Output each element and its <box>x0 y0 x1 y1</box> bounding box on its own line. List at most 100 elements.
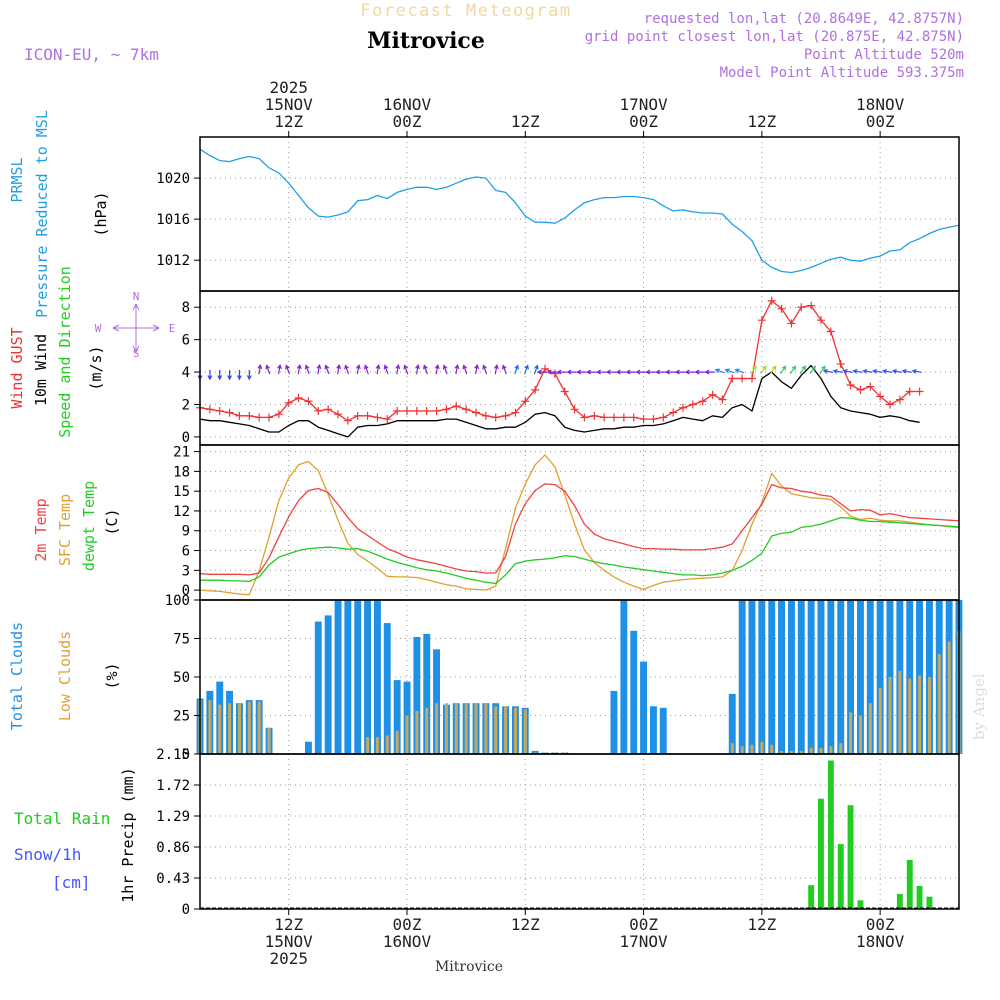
total-cloud-bar <box>728 693 736 754</box>
low-cloud-bar <box>523 709 527 754</box>
wind-gust-marker <box>688 400 697 409</box>
wind-gust-marker <box>748 374 756 383</box>
total-cloud-bar <box>620 600 628 754</box>
top-time-label: 12Z <box>747 112 776 131</box>
cloud-tick-label: 100 <box>165 593 190 609</box>
wind-direction-arrow <box>474 363 480 375</box>
total-cloud-bar <box>748 600 756 754</box>
wind-gust-marker <box>866 382 875 391</box>
total-cloud-bar <box>324 615 332 754</box>
compass-rose-icon <box>112 303 160 353</box>
rain-bar <box>857 900 864 909</box>
low-cloud-bar <box>918 675 922 754</box>
wind-gust-marker <box>343 416 352 425</box>
low-cloud-bar <box>385 735 389 754</box>
low-cloud-bar <box>849 712 853 754</box>
wind-gust-marker <box>817 316 825 325</box>
wind-gust-marker <box>412 406 421 415</box>
wind-gust-marker <box>846 381 855 390</box>
wind-direction-arrow <box>415 363 420 375</box>
sfc-temp-label: SFC Temp <box>56 494 74 566</box>
total-cloud-bar <box>768 600 776 754</box>
wind-direction-arrow <box>704 369 715 375</box>
total-cloud-bar <box>866 600 874 754</box>
total-cloud-bar <box>827 600 835 754</box>
compass-s: S <box>133 347 140 360</box>
total-cloud-bar <box>738 600 746 754</box>
pressure-label: PRMSL <box>8 157 26 202</box>
gust-label: Wind GUST <box>8 327 26 408</box>
pressure-desc-label: Pressure Reduced to MSL <box>33 110 51 318</box>
wind-gust-marker <box>807 301 816 310</box>
wind-direction-arrow <box>871 369 883 374</box>
wind-direction-arrow <box>809 365 816 375</box>
wind-direction-arrow <box>734 368 745 374</box>
total-cloud-bar <box>837 600 845 754</box>
temp-tick-label: 6 <box>182 544 190 560</box>
wind-direction-arrow <box>257 363 263 375</box>
dewpt-line <box>200 516 960 585</box>
wind-direction-arrow <box>383 364 389 375</box>
total-cloud-bar <box>788 600 795 754</box>
rain-bar <box>906 860 913 909</box>
low-cloud-bar <box>238 703 241 754</box>
wind-direction-arrow <box>482 364 488 375</box>
wind-gust-marker <box>649 415 658 424</box>
wind-direction-arrow <box>674 369 686 375</box>
wind-direction-arrow <box>881 369 893 374</box>
low-cloud-bar <box>947 641 951 754</box>
model-name: ICON-EU, ~ 7km <box>24 45 159 64</box>
low-cloud-bar <box>770 744 774 754</box>
wind-direction-arrow <box>514 364 519 375</box>
rain-bar <box>847 805 854 909</box>
bottom-time-label: 15NOV <box>265 932 314 951</box>
low-cloud-bar <box>425 707 429 754</box>
wind-gust-marker <box>777 304 786 313</box>
total-cloud-bar <box>433 649 440 754</box>
wind-gust-marker <box>915 387 924 396</box>
clouds-unit: (%) <box>103 662 121 689</box>
low-cloud-bar <box>514 707 517 754</box>
wind-direction-arrow <box>207 370 213 381</box>
wind-gust-marker <box>531 385 540 394</box>
wind-gust-marker <box>895 395 904 404</box>
wind-gust-marker <box>905 387 914 396</box>
wind-tick-label: 4 <box>182 365 190 381</box>
low-cloud-bar <box>454 703 458 754</box>
low-cloud-bar <box>395 730 399 754</box>
temp-tick-label: 0 <box>182 583 190 599</box>
total-cloud-bar <box>305 741 312 754</box>
wind-gust-marker <box>600 413 609 422</box>
wind-direction-arrow <box>227 370 233 381</box>
wind-direction-arrow <box>217 370 223 381</box>
wind-direction-arrow <box>442 364 448 375</box>
rain-label: Total Rain <box>14 809 110 828</box>
wind-direction-arrow <box>770 365 777 375</box>
precip-tick-label: 1.72 <box>156 778 190 794</box>
wind-direction-arrow <box>434 363 440 375</box>
wind-gust-marker <box>225 408 234 417</box>
wind-gust-marker <box>698 397 707 406</box>
snow-label: Snow/1h <box>14 845 81 864</box>
total-cloud-bar <box>364 600 371 754</box>
cloud-tick-label: 75 <box>173 632 190 648</box>
wind-gust-marker <box>570 405 579 414</box>
temp-tick-label: 9 <box>182 524 190 540</box>
wind-direction-arrow <box>395 363 401 375</box>
wind-gust-marker <box>669 408 678 417</box>
wind-gust-marker <box>255 413 264 422</box>
temp-tick-label: 18 <box>173 464 190 480</box>
wind-direction-arrow <box>901 369 912 374</box>
t2m-line <box>199 483 960 576</box>
wind-direction-arrow <box>316 363 322 375</box>
wind-direction-arrow <box>789 365 797 375</box>
low-cloud-bar <box>208 700 212 754</box>
wind-gust-marker <box>629 413 638 422</box>
wind-direction-arrow <box>694 369 705 375</box>
bottom-time-label: 12Z <box>747 915 776 934</box>
wind-gust-marker <box>826 327 835 336</box>
precip-tick-label: 0.43 <box>156 871 190 887</box>
wind-direction-arrow <box>536 369 548 375</box>
low-cloud-bar <box>435 703 439 754</box>
low-cloud-bar <box>799 750 803 754</box>
